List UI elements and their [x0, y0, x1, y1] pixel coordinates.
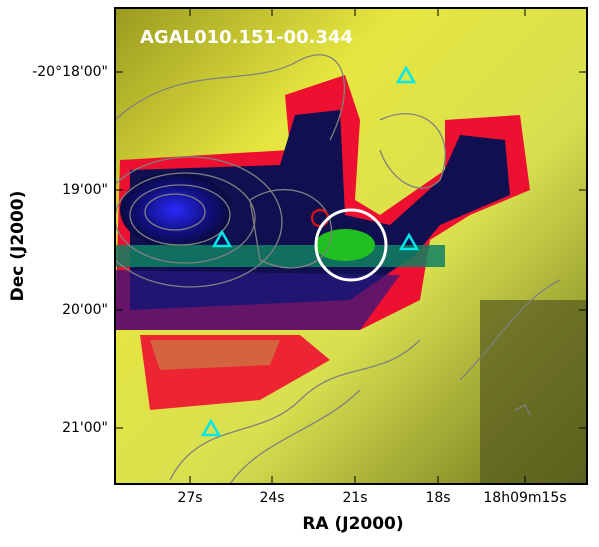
y-tick-label: 20'00" — [62, 302, 108, 318]
ticks: 27s 24s 21s 18s 18h09m15s -20°18'00" 19'00" 20'… — [32, 8, 587, 506]
x-tick-label: 27s — [177, 490, 202, 506]
beam-circle — [314, 208, 388, 282]
x-tick-label: 18h09m15s — [483, 490, 566, 506]
source-label: AGAL010.151-00.344 — [140, 27, 353, 48]
x-tick-label: 21s — [342, 490, 367, 506]
y-tick-label: 19'00" — [62, 182, 108, 198]
y-tick-label: 21'00" — [62, 420, 108, 436]
x-tick-label: 18s — [425, 490, 450, 506]
markers — [200, 65, 420, 437]
y-axis-label: Dec (J2000) — [8, 191, 28, 302]
x-axis-label: RA (J2000) — [302, 514, 403, 534]
sky-image: AGAL010.151-00.344 — [115, 8, 587, 484]
y-tick-label: -20°18'00" — [32, 64, 108, 80]
frame — [114, 7, 588, 485]
x-tick-label: 24s — [259, 490, 284, 506]
